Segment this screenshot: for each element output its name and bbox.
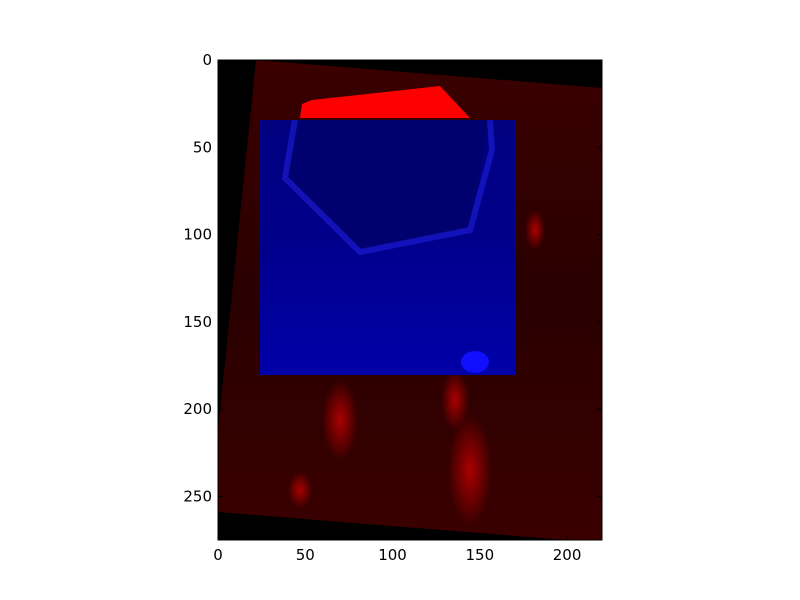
x-axis: 0 50 100 150 200 [213,60,581,564]
red-streak [448,415,492,525]
x-tick-label: 0 [213,546,223,564]
y-tick-label: 150 [183,313,212,331]
x-tick-label: 200 [553,546,582,564]
blue-pentagon-region [285,120,490,250]
axes-frame [217,59,603,541]
blue-pentagon-edge [281,119,496,256]
y-axis: 0 50 100 150 200 250 [183,51,602,505]
blue-bright-spot [461,351,489,373]
x-tick-label: 150 [465,546,494,564]
red-streak [525,210,545,250]
red-streak [288,472,312,508]
y-tick-label: 50 [193,138,212,156]
x-tick-label: 50 [296,546,315,564]
red-streak [322,380,358,460]
y-tick-label: 250 [183,487,212,505]
y-tick-label: 100 [183,226,212,244]
red-bright-region [300,86,470,118]
x-tick-label: 100 [378,546,407,564]
y-tick-label: 200 [183,400,212,418]
image-area [218,60,602,540]
red-streak [441,370,469,430]
y-tick-label: 0 [202,51,212,69]
